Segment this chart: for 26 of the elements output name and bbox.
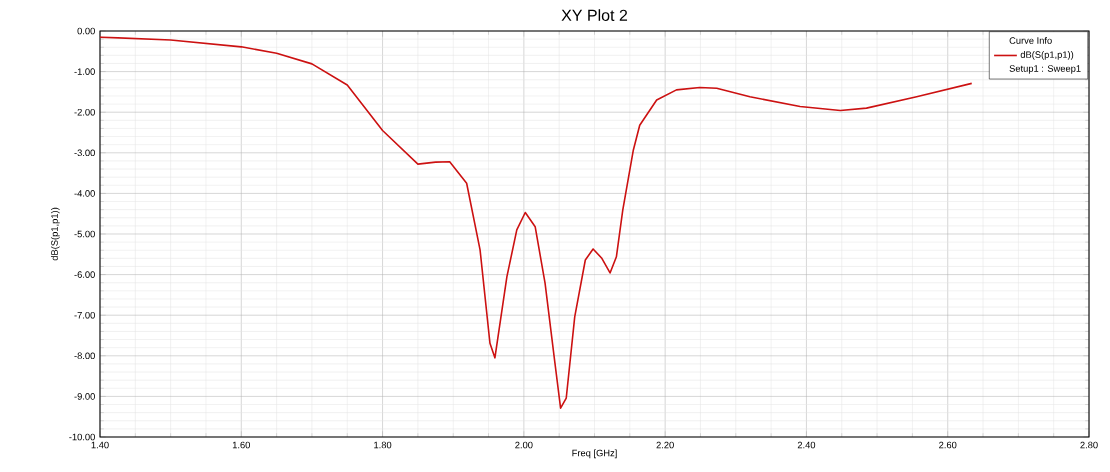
x-tick-label: 1.80 (374, 441, 392, 449)
x-tick-label: 2.40 (797, 441, 816, 449)
line-series (100, 36, 973, 409)
x-tick-label: 2.00 (515, 441, 533, 449)
y-tick-label: -3.00 (74, 149, 95, 157)
y-tick-label: -8.00 (74, 352, 95, 360)
legend-title: Curve Info (1009, 37, 1052, 44)
y-tick-label: 0.00 (77, 27, 95, 35)
x-tick-label: 2.80 (1080, 441, 1098, 449)
y-tick-label: -10.00 (69, 433, 95, 441)
y-tick-label: -7.00 (74, 311, 95, 319)
x-tick-label: 2.20 (656, 441, 674, 449)
y-tick-label: -9.00 (74, 393, 95, 400)
chart-title: XY Plot 2 (561, 9, 628, 21)
x-tick-label: 2.60 (939, 441, 957, 449)
y-tick-label: -2.00 (74, 108, 95, 116)
legend-label: dB(S(p1,p1)) (1020, 51, 1074, 60)
y-tick-label: -6.00 (74, 271, 95, 278)
y-tick-label: -5.00 (74, 230, 95, 238)
annotation: Setup1 : Sweep1 (1009, 65, 1081, 74)
y-tick-label: -1.00 (74, 68, 95, 75)
x-axis-title: Freq [GHz] (572, 449, 617, 459)
y-tick-label: -4.00 (74, 190, 95, 197)
x-tick-label: 1.60 (232, 441, 251, 449)
x-tick-label: 1.40 (91, 441, 109, 449)
y-axis-title: dB(S(p1,p1)) (50, 207, 60, 261)
